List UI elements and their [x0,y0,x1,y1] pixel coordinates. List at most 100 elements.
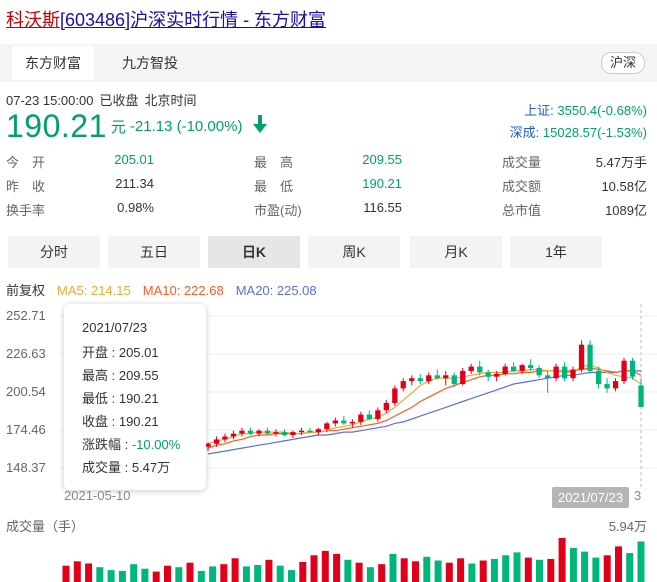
stock-name-link[interactable]: 科沃斯 [6,10,60,30]
price-change: -21.13 (-10.00%) [129,118,243,135]
volume-bar [366,567,374,582]
candle-body [349,421,355,424]
candle-body [528,365,534,368]
y-tick-label: 252.71 [6,308,46,323]
tab-period-1year[interactable]: 1年 [510,236,602,268]
volume-bar [333,553,341,582]
stat-turnover: 换手率 0.98% [6,200,154,219]
candle-body [358,414,364,422]
market-toggle-button[interactable]: 沪深 [600,52,645,74]
price-row: 190.21 元 -21.13 (-10.00%) [6,108,267,148]
tooltip-pct-label: 涨跌幅 : [82,437,132,452]
volume-bar [107,570,115,582]
volume-bar [513,552,521,582]
quote-timezone: 北京时间 [144,93,197,108]
tab-period-monthly-k[interactable]: 月K [410,236,502,268]
volume-bar [242,566,250,582]
page-title[interactable]: 科沃斯[603486]沪深实时行情 - 东方财富 [6,6,326,32]
tab-period-intraday[interactable]: 分时 [8,236,100,268]
volume-bar [85,563,93,582]
stat-market-cap: 总市值 1089亿 [502,200,647,219]
stat-pe: 市盈(动) 116.55 [254,200,402,219]
tooltip-high: 最高 : 209.55 [82,368,159,383]
volume-bar [569,547,577,582]
source-tab-bar: 东方财富 九方智投 沪深 [0,44,657,82]
tooltip-pct-value: -10.00% [131,437,181,452]
candle-body [298,430,305,433]
volume-bar [434,560,442,582]
volume-bar [637,541,645,582]
candle-body [341,420,347,424]
candle-body [383,403,389,411]
tab-period-5day[interactable]: 五日 [108,236,200,268]
candle-body [519,365,525,371]
tooltip-low: 最低 : 190.21 [82,391,159,406]
volume-bar [412,561,419,582]
stat-amount-label: 成交额 [502,179,542,194]
candle-body [273,432,279,434]
volume-bar [344,559,352,582]
candle-body [578,344,585,370]
tab-jiufangzhitou[interactable]: 九方智投 [122,55,178,71]
candle-body [494,373,500,377]
stat-open: 今 开 205.01 [6,152,154,171]
candle-body [451,375,457,384]
volume-bar [615,546,622,582]
candle-body [332,420,338,424]
stat-open-value: 205.01 [114,152,154,167]
stat-volume: 成交量 5.47万手 [502,152,647,171]
candle-body [239,430,245,434]
volume-bar [558,538,566,582]
stat-turnover-label: 换手率 [6,203,46,218]
stat-pe-value: 116.55 [363,200,402,215]
candle-body [468,366,474,371]
tab-dongfangcaifu[interactable]: 东方财富 [12,46,94,80]
volume-bar [299,562,307,582]
stat-market-cap-value: 1089亿 [605,203,647,218]
candle-body [621,360,627,382]
volume-bar [186,562,194,582]
volume-bar [220,564,228,582]
tab-period-daily-k[interactable]: 日K [208,236,300,268]
stat-market-cap-label: 总市值 [502,203,542,218]
index-sh-label[interactable]: 上证: [524,103,554,118]
candle-tooltip: 2021/07/23 开盘 : 205.01 最高 : 209.55 最低 : … [64,304,206,490]
volume-bar [490,559,498,582]
stat-high: 最 高 209.55 [254,152,402,171]
candle-body [460,370,466,384]
stat-high-label: 最 高 [254,155,294,170]
volume-bar [141,568,149,582]
volume-bar [231,558,239,582]
stat-low-label: 最 低 [254,179,294,194]
candle-body [485,372,491,377]
volume-bar [479,560,487,582]
tooltip-volume: 成交量 : 5.47万 [82,460,171,475]
stat-low: 最 低 190.21 [254,176,402,195]
volume-bar [321,550,329,582]
candle-body [536,368,542,376]
stat-amount: 成交额 10.58亿 [502,176,647,195]
quote-datetime: 07-23 15:00:00 [6,93,94,108]
candle-body [417,378,423,382]
index-sz-label[interactable]: 深成: [509,125,540,140]
stat-open-label: 今 开 [6,155,46,170]
candle-body [366,414,372,419]
y-tick-label: 226.63 [6,346,46,361]
candle-body [409,378,415,382]
price-unit: 元 [110,119,126,136]
ma20-label: MA20: 225.08 [235,283,317,298]
ma10-label: MA10: 222.68 [142,283,224,298]
index-sz-value: 15028.57(-1.53%) [542,125,647,140]
volume-bar [355,562,363,582]
adjust-mode-label[interactable]: 前复权 [6,283,46,298]
stat-amount-value: 10.58亿 [601,179,647,194]
volume-bar [73,561,81,582]
index-sz: 深成: 15028.57(-1.53%) [510,122,647,144]
tooltip-open: 开盘 : 205.01 [82,345,159,360]
title-rest-link[interactable]: [603486]沪深实时行情 - 东方财富 [60,10,327,30]
candle-body [307,430,313,433]
candle-body [570,369,576,379]
tab-period-weekly-k[interactable]: 周K [308,236,400,268]
stat-turnover-value: 0.98% [117,200,154,215]
candle-body [264,430,271,434]
